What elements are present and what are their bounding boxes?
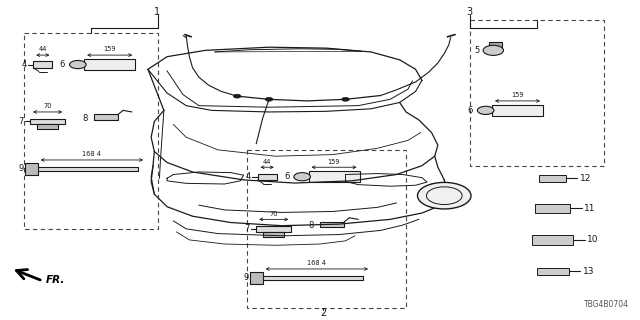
Text: 8: 8 — [82, 114, 88, 123]
Text: 7: 7 — [19, 117, 24, 126]
Bar — [540, 175, 566, 182]
Text: 159: 159 — [328, 158, 340, 164]
Circle shape — [70, 60, 86, 69]
Text: 9: 9 — [243, 273, 248, 282]
Bar — [263, 232, 284, 237]
Circle shape — [294, 172, 310, 181]
Bar — [30, 167, 138, 171]
Text: 7: 7 — [244, 224, 250, 233]
Bar — [470, 20, 604, 166]
Bar — [33, 61, 52, 68]
Text: 11: 11 — [584, 204, 596, 213]
Bar — [256, 226, 291, 232]
Text: 2: 2 — [320, 308, 326, 317]
Bar — [320, 222, 344, 227]
Text: 44: 44 — [38, 46, 47, 52]
Text: 70: 70 — [44, 103, 52, 109]
Bar — [535, 204, 570, 213]
Text: 13: 13 — [582, 267, 594, 276]
Text: TBG4B0704: TBG4B0704 — [584, 300, 629, 309]
Bar — [308, 171, 360, 182]
Bar — [94, 115, 118, 120]
Text: 1: 1 — [154, 7, 161, 18]
Text: 9: 9 — [19, 164, 24, 173]
Text: 6: 6 — [60, 60, 65, 69]
Text: FR.: FR. — [46, 275, 65, 285]
Text: 159: 159 — [511, 92, 524, 98]
Bar — [532, 235, 573, 245]
Text: 3: 3 — [467, 7, 473, 18]
Circle shape — [417, 182, 471, 209]
Text: 4: 4 — [246, 172, 251, 181]
Bar — [537, 268, 568, 275]
Circle shape — [477, 106, 494, 115]
Text: 44: 44 — [263, 158, 271, 164]
Text: 70: 70 — [269, 211, 278, 217]
Circle shape — [342, 97, 349, 101]
Bar — [30, 119, 65, 124]
Bar — [246, 150, 406, 308]
Text: 12: 12 — [580, 174, 591, 183]
Bar — [25, 163, 38, 174]
Bar — [255, 276, 364, 280]
Circle shape — [483, 45, 504, 55]
Circle shape — [234, 94, 241, 98]
Text: 10: 10 — [588, 236, 599, 244]
Bar — [250, 272, 262, 284]
Text: 8: 8 — [308, 221, 314, 230]
Circle shape — [265, 97, 273, 101]
Text: 5: 5 — [474, 46, 479, 55]
Text: 4: 4 — [22, 60, 27, 69]
Bar — [489, 43, 502, 47]
Bar — [24, 33, 157, 229]
Text: 6: 6 — [468, 106, 473, 115]
Bar — [492, 105, 543, 116]
Text: 168 4: 168 4 — [83, 151, 101, 157]
Bar — [37, 124, 58, 129]
Text: 168 4: 168 4 — [307, 260, 326, 266]
Bar — [257, 173, 276, 180]
Text: 159: 159 — [104, 46, 116, 52]
Text: 6: 6 — [284, 172, 289, 181]
Bar — [84, 59, 135, 70]
